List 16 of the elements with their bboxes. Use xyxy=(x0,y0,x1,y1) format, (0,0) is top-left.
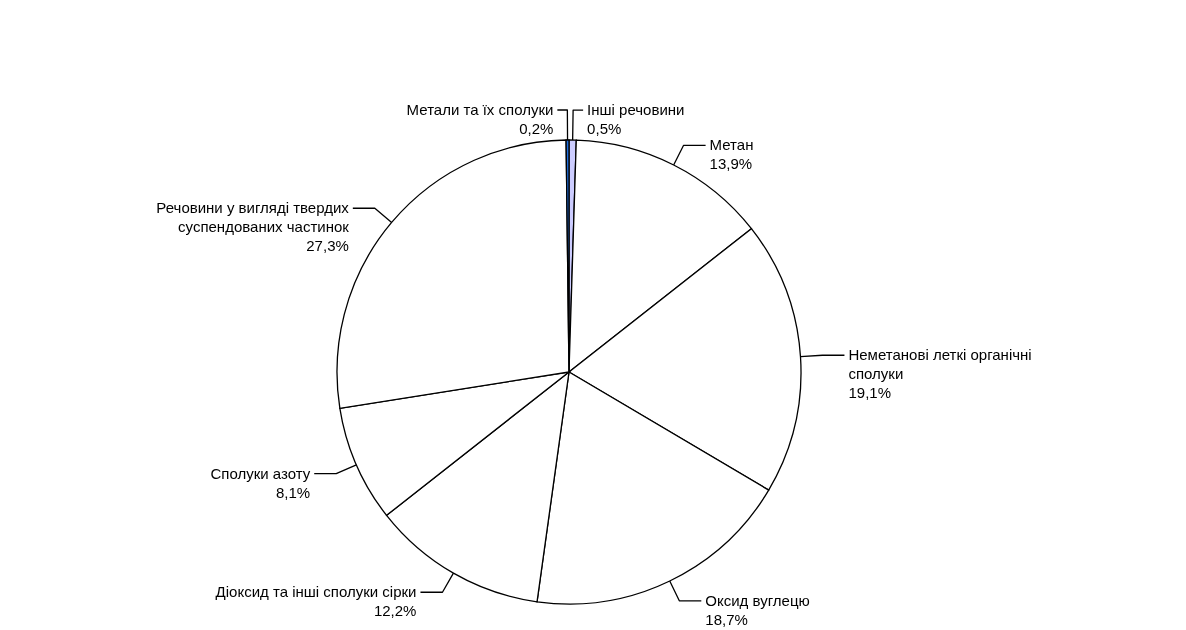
data-label: 27,3% xyxy=(306,237,349,255)
slice-label: Інші речовини xyxy=(587,101,685,119)
slice-label: Метан xyxy=(709,136,754,154)
data-label: 13,9% xyxy=(709,155,753,173)
data-label: 0,5% xyxy=(587,120,622,138)
slice-label: Неметанові леткі органічні сполуки xyxy=(848,346,1032,383)
data-label: 19,1% xyxy=(848,384,891,402)
data-label: 12,2% xyxy=(373,602,417,620)
slice-label: Сполуки азоту xyxy=(210,464,311,482)
slice-label: Діоксид та інші сполуки сірки xyxy=(215,583,417,601)
data-label: 18,7% xyxy=(705,610,748,628)
slice-label: Метали та їх сполуки xyxy=(406,101,554,119)
slice-label: Оксид вуглецю xyxy=(705,591,810,609)
data-label: 0,2% xyxy=(519,120,554,138)
slice-label: Речовини у вигляді твердих суспендованих частинок xyxy=(156,199,350,236)
data-label: 8,1% xyxy=(276,483,311,501)
